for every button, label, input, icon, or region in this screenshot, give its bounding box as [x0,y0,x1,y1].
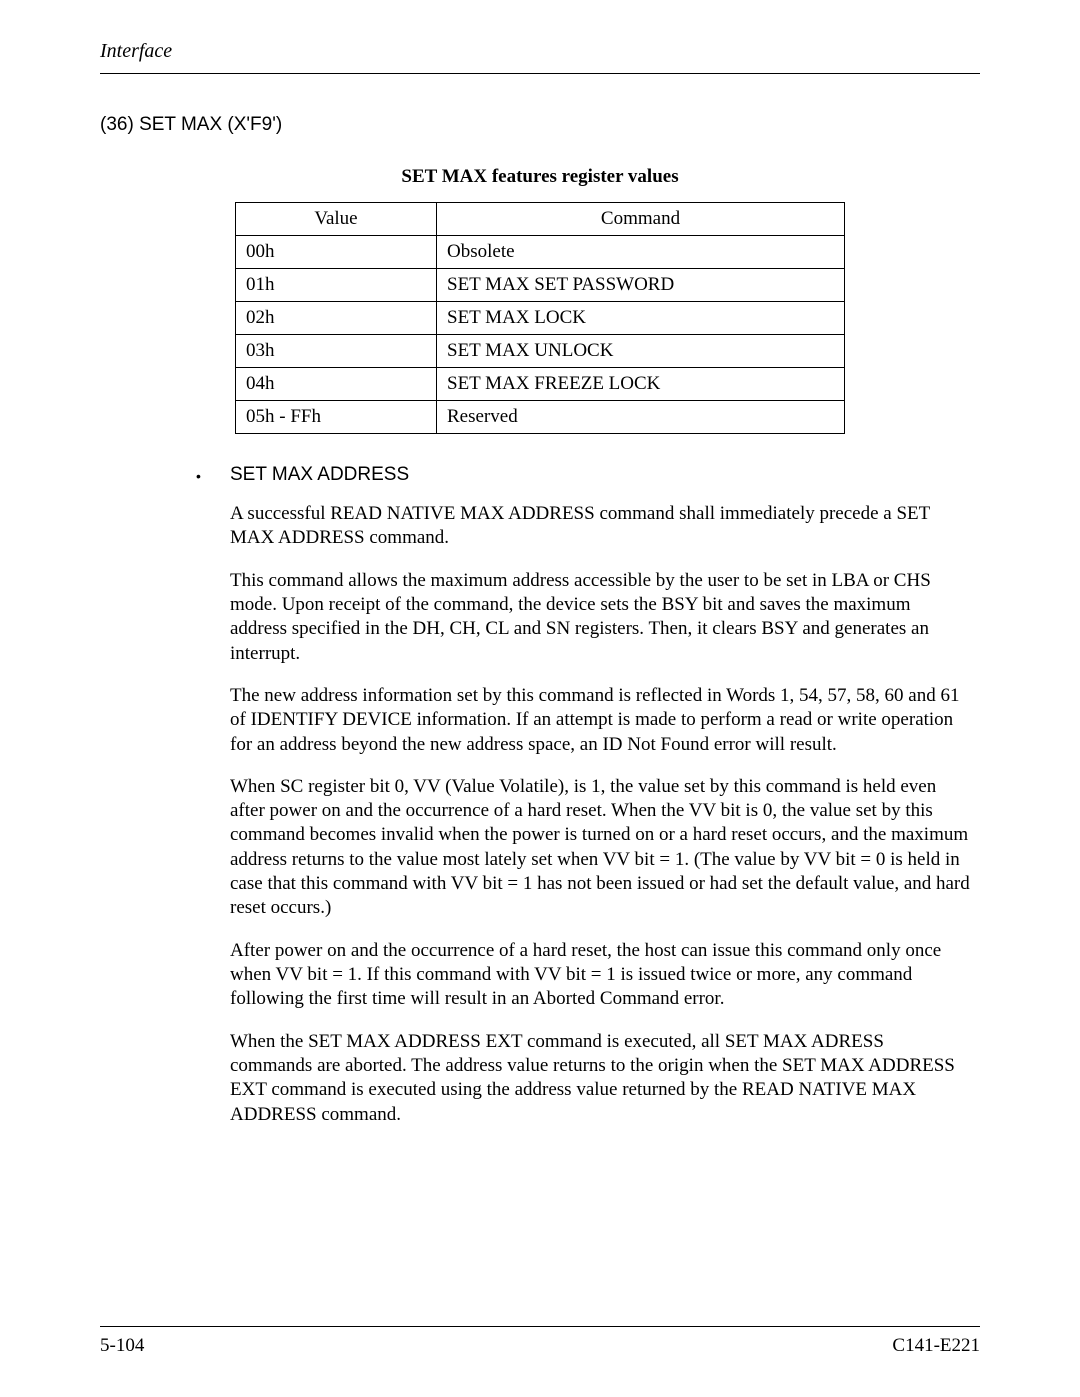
footer: 5-104 C141-E221 [100,1326,980,1357]
table-header-row: Value Command [236,203,845,236]
cell-value: 03h [236,335,437,368]
cell-value: 02h [236,302,437,335]
page: Interface (36) SET MAX (X'F9') SET MAX f… [0,0,1080,1397]
header-rule [100,73,980,74]
table-caption: SET MAX features register values [100,166,980,188]
features-table: Value Command 00h Obsolete 01h SET MAX S… [235,202,845,434]
page-number: 5-104 [100,1335,144,1357]
col-value: Value [236,203,437,236]
paragraph: After power on and the occurrence of a h… [230,939,970,1012]
cell-command: SET MAX UNLOCK [437,335,845,368]
paragraph: A successful READ NATIVE MAX ADDRESS com… [230,502,970,551]
paragraph: This command allows the maximum address … [230,569,970,666]
cell-command: SET MAX FREEZE LOCK [437,368,845,401]
footer-row: 5-104 C141-E221 [100,1335,980,1357]
paragraph: When the SET MAX ADDRESS EXT command is … [230,1030,970,1127]
table-row: 02h SET MAX LOCK [236,302,845,335]
cell-command: Obsolete [437,236,845,269]
table-row: 03h SET MAX UNLOCK [236,335,845,368]
col-command: Command [437,203,845,236]
doc-id: C141-E221 [892,1335,980,1357]
bullet-icon: • [196,464,230,488]
running-header: Interface [100,40,980,63]
table-row: 01h SET MAX SET PASSWORD [236,269,845,302]
subsection: • SET MAX ADDRESS A successful READ NATI… [230,464,970,1127]
cell-value: 00h [236,236,437,269]
table-row: 04h SET MAX FREEZE LOCK [236,368,845,401]
subsection-heading: SET MAX ADDRESS [230,464,409,486]
cell-command: SET MAX SET PASSWORD [437,269,845,302]
subsection-heading-row: • SET MAX ADDRESS [196,464,970,488]
table-row: 05h - FFh Reserved [236,401,845,434]
paragraph: When SC register bit 0, VV (Value Volati… [230,775,970,921]
cell-value: 04h [236,368,437,401]
table-row: 00h Obsolete [236,236,845,269]
section-heading: (36) SET MAX (X'F9') [100,114,980,136]
cell-command: Reserved [437,401,845,434]
cell-value: 01h [236,269,437,302]
footer-rule [100,1326,980,1327]
paragraph: The new address information set by this … [230,684,970,757]
cell-value: 05h - FFh [236,401,437,434]
cell-command: SET MAX LOCK [437,302,845,335]
